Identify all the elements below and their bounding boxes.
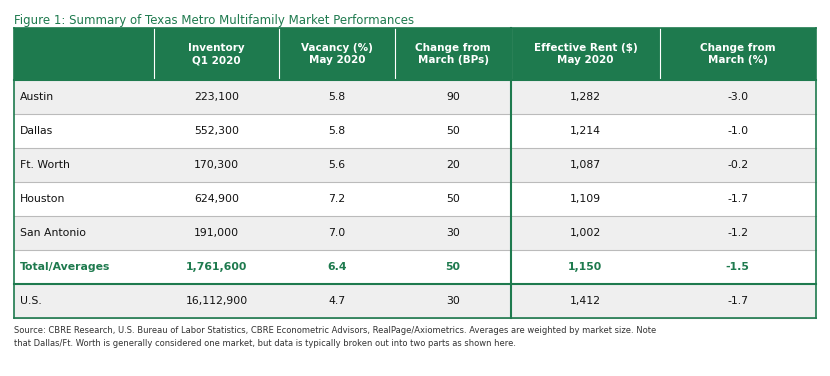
Bar [14,284,816,318]
Bar [14,182,816,216]
Text: Total/Averages: Total/Averages [20,262,110,272]
Text: 1,087: 1,087 [570,160,601,170]
Text: Dallas: Dallas [20,126,53,136]
Text: -1.0: -1.0 [727,126,749,136]
Text: 7.0: 7.0 [328,228,345,238]
Text: 1,282: 1,282 [570,92,601,102]
Text: 50: 50 [447,194,460,204]
Text: Ft. Worth: Ft. Worth [20,160,70,170]
Text: 16,112,900: 16,112,900 [185,296,247,306]
Text: 7.2: 7.2 [328,194,345,204]
Text: 552,300: 552,300 [194,126,239,136]
Text: Austin: Austin [20,92,54,102]
Text: 6.4: 6.4 [327,262,347,272]
Bar [14,250,816,284]
Text: -1.5: -1.5 [726,262,749,272]
Text: 50: 50 [446,262,461,272]
Text: -0.2: -0.2 [727,160,749,170]
Text: 223,100: 223,100 [194,92,239,102]
Text: 1,002: 1,002 [570,228,601,238]
Text: 191,000: 191,000 [194,228,239,238]
Text: Houston: Houston [20,194,66,204]
Text: 5.8: 5.8 [328,92,345,102]
Text: 624,900: 624,900 [194,194,239,204]
Text: 4.7: 4.7 [328,296,345,306]
Text: -1.2: -1.2 [727,228,749,238]
Text: 5.6: 5.6 [328,160,345,170]
Text: 1,150: 1,150 [569,262,603,272]
Text: 30: 30 [447,228,460,238]
Text: Change from
March (%): Change from March (%) [700,43,775,65]
Text: Vacancy (%)
May 2020: Vacancy (%) May 2020 [300,43,373,65]
Text: 1,412: 1,412 [570,296,601,306]
Text: 30: 30 [447,296,460,306]
Text: -3.0: -3.0 [727,92,749,102]
Text: 5.8: 5.8 [328,126,345,136]
Text: San Antonio: San Antonio [20,228,86,238]
Bar [14,28,816,80]
Text: -1.7: -1.7 [727,296,749,306]
Text: 1,109: 1,109 [570,194,601,204]
Text: Inventory
Q1 2020: Inventory Q1 2020 [188,43,245,65]
Text: 1,761,600: 1,761,600 [186,262,247,272]
Bar [14,216,816,250]
Text: Change from
March (BPs): Change from March (BPs) [415,43,491,65]
Text: 1,214: 1,214 [570,126,601,136]
Bar [14,80,816,114]
Text: 170,300: 170,300 [194,160,239,170]
Bar [14,148,816,182]
Text: Source: CBRE Research, U.S. Bureau of Labor Statistics, CBRE Econometric Advisor: Source: CBRE Research, U.S. Bureau of La… [14,326,657,347]
Text: -1.7: -1.7 [727,194,749,204]
Text: 20: 20 [447,160,460,170]
Text: Figure 1: Summary of Texas Metro Multifamily Market Performances: Figure 1: Summary of Texas Metro Multifa… [14,14,414,27]
Text: 90: 90 [447,92,460,102]
Bar [14,114,816,148]
Text: Effective Rent ($)
May 2020: Effective Rent ($) May 2020 [534,43,637,65]
Text: U.S.: U.S. [20,296,42,306]
Text: 50: 50 [447,126,460,136]
